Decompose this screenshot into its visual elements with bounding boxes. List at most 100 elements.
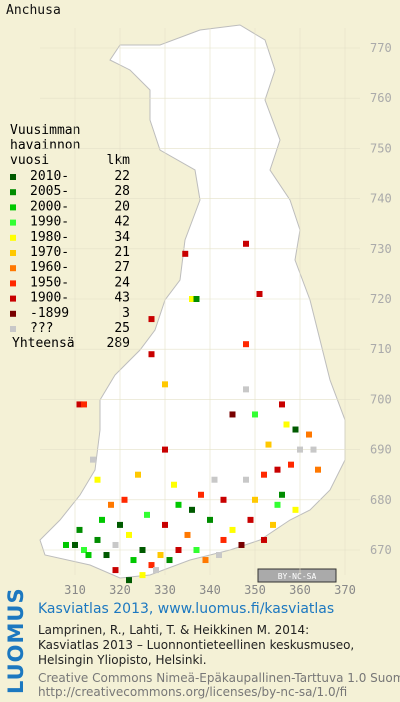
legend-label: ??? bbox=[30, 321, 53, 336]
legend-title: havainnon bbox=[10, 138, 80, 153]
total-count: 289 bbox=[107, 336, 130, 351]
occurrence-square bbox=[189, 506, 195, 513]
y-tick-label: 700 bbox=[370, 392, 392, 406]
occurrence-square bbox=[292, 426, 299, 433]
occurrence-square bbox=[157, 552, 164, 559]
legend-header: lkm bbox=[107, 153, 131, 168]
occurrence-square bbox=[261, 536, 267, 543]
legend-swatch bbox=[10, 310, 16, 317]
y-tick-label: 740 bbox=[370, 192, 392, 206]
legend-label: 1950- bbox=[30, 275, 69, 290]
y-tick-label: 770 bbox=[370, 41, 392, 55]
occurrence-square bbox=[108, 501, 114, 508]
occurrence-square bbox=[220, 496, 227, 503]
x-tick-label: 320 bbox=[109, 583, 131, 595]
occurrence-square bbox=[72, 541, 78, 548]
y-tick-label: 730 bbox=[370, 242, 392, 256]
legend-count: 3 bbox=[122, 306, 130, 321]
occurrence-square bbox=[243, 240, 249, 247]
x-tick-label: 370 bbox=[334, 583, 356, 595]
occurrence-square bbox=[139, 572, 146, 579]
map: Anchusa Vuusimman havainnon vuosi lkm Yh… bbox=[6, 3, 392, 595]
y-tick-label: 720 bbox=[370, 292, 392, 306]
occurrence-square bbox=[126, 531, 132, 538]
citation: Helsingin Yliopisto, Helsinki. bbox=[38, 653, 207, 667]
legend-swatch bbox=[10, 234, 16, 241]
occurrence-square bbox=[283, 421, 290, 428]
occurrence-square bbox=[85, 552, 92, 559]
occurrence-square bbox=[139, 547, 146, 553]
occurrence-square bbox=[121, 496, 128, 503]
occurrence-square bbox=[81, 547, 87, 553]
legend-label: 1970- bbox=[30, 245, 69, 260]
legend-label: -1899 bbox=[30, 306, 69, 321]
occurrence-square bbox=[94, 476, 101, 483]
legend-swatch bbox=[10, 295, 16, 302]
species-title: Anchusa bbox=[6, 3, 61, 18]
legend-swatch bbox=[10, 280, 16, 287]
legend-label: 2005- bbox=[30, 184, 69, 199]
occurrence-square bbox=[148, 316, 155, 323]
occurrence-square bbox=[148, 351, 155, 358]
occurrence-square bbox=[166, 557, 173, 564]
x-tick-label: 340 bbox=[199, 583, 221, 595]
occurrence-square bbox=[229, 411, 236, 418]
occurrence-square bbox=[297, 446, 303, 453]
legend-swatch bbox=[10, 250, 16, 256]
occurrence-square bbox=[162, 446, 168, 453]
occurrence-square bbox=[112, 541, 119, 548]
y-tick-label: 710 bbox=[370, 342, 392, 356]
occurrence-square bbox=[117, 521, 123, 528]
occurrence-square bbox=[216, 552, 222, 559]
occurrence-square bbox=[207, 516, 213, 523]
legend-count: 22 bbox=[114, 169, 130, 184]
occurrence-square bbox=[265, 441, 272, 448]
occurrence-square bbox=[103, 552, 110, 559]
legend-count: 21 bbox=[114, 245, 130, 260]
x-tick-label: 330 bbox=[154, 583, 176, 595]
occurrence-square bbox=[126, 577, 132, 584]
y-tick-label: 760 bbox=[370, 91, 392, 105]
occurrence-square bbox=[252, 411, 258, 418]
legend-swatch bbox=[10, 265, 16, 272]
legend-count: 42 bbox=[114, 215, 130, 230]
legend-header: vuosi bbox=[10, 153, 49, 168]
occurrence-square bbox=[261, 471, 267, 478]
legend-swatch bbox=[10, 219, 16, 226]
occurrence-square bbox=[148, 562, 155, 569]
legend-title: Vuusimman bbox=[10, 123, 80, 138]
occurrence-square bbox=[182, 250, 189, 257]
occurrence-square bbox=[193, 296, 200, 302]
occurrence-square bbox=[189, 296, 195, 302]
occurrence-square bbox=[153, 567, 159, 574]
legend-count: 24 bbox=[114, 275, 130, 290]
legend-count: 43 bbox=[114, 291, 130, 306]
occurrence-square bbox=[243, 386, 249, 393]
legend-label: 1990- bbox=[30, 215, 69, 230]
occurrence-square bbox=[94, 536, 101, 543]
x-tick-label: 310 bbox=[64, 583, 86, 595]
occurrence-square bbox=[306, 431, 312, 438]
occurrence-square bbox=[279, 401, 285, 408]
legend-label: 2000- bbox=[30, 199, 69, 214]
y-tick-label: 750 bbox=[370, 141, 392, 155]
legend-count: 27 bbox=[114, 260, 130, 275]
occurrence-square bbox=[274, 466, 281, 473]
legend-count: 25 bbox=[114, 321, 130, 336]
occurrence-square bbox=[247, 516, 254, 523]
license: http://creativecommons.org/licenses/by-n… bbox=[38, 685, 348, 699]
legend-count: 28 bbox=[114, 184, 130, 199]
license-badge bbox=[257, 568, 337, 583]
occurrence-square bbox=[175, 501, 182, 508]
legend-label: 1960- bbox=[30, 260, 69, 275]
citation: Kasviatlas 2013 – Luonnontieteellinen ke… bbox=[38, 638, 355, 652]
occurrence-square bbox=[211, 476, 218, 483]
occurrence-square bbox=[130, 557, 137, 564]
x-tick-label: 350 bbox=[244, 583, 266, 595]
legend-swatch bbox=[10, 174, 16, 180]
license: Creative Commons Nimeä-Epäkaupallinen-Ta… bbox=[38, 671, 400, 685]
occurrence-square bbox=[90, 456, 96, 463]
y-tick-label: 690 bbox=[370, 443, 392, 457]
occurrence-square bbox=[238, 541, 245, 548]
